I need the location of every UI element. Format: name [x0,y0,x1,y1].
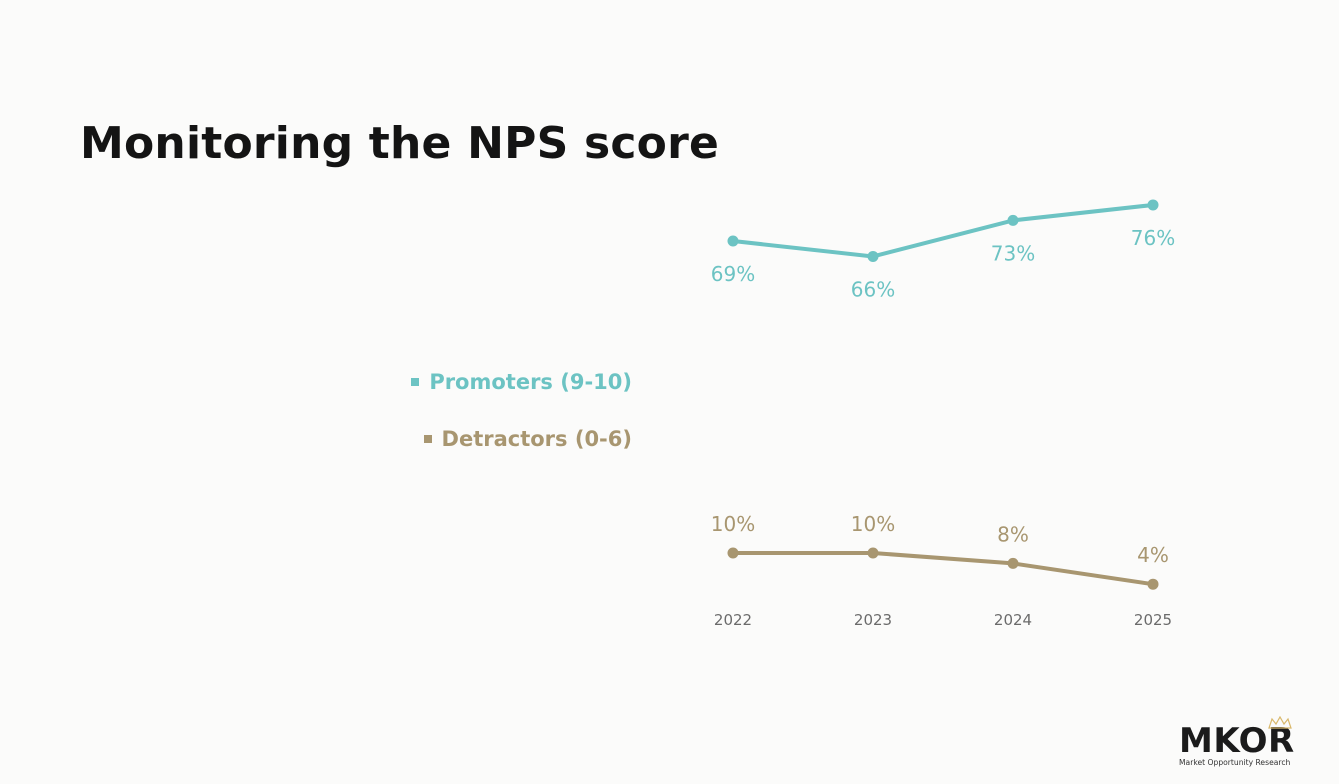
legend-label-promoters: Promoters (9-10) [429,370,632,394]
legend-item-detractors: Detractors (0-6) [423,427,632,451]
detractors-data-label-2023: 10% [851,512,895,536]
detractors-data-label-2022: 10% [711,512,755,536]
promoters-data-label-2023: 66% [851,277,895,301]
promoters-series-line [731,202,1155,259]
detractors-point-2024 [1007,557,1019,569]
logo-tagline: Market Opportunity Research [1179,758,1291,767]
x-tick-label-2025: 2025 [1134,611,1172,629]
legend-item-promoters: Promoters (9-10) [411,370,632,394]
detractors-point-2025 [1147,578,1159,590]
promoters-point-2022 [727,235,739,247]
promoters-point-2024 [1007,214,1019,226]
legend-swatch-detractors [423,435,432,443]
promoters-data-label-2022: 69% [711,262,755,286]
promoters-data-label-2024: 73% [991,241,1035,265]
mkor-logo: MKOR Market Opportunity Research [1175,716,1317,772]
detractors-point-2022 [727,547,739,559]
x-tick-label-2022: 2022 [714,611,752,629]
promoters-point-2023 [867,250,879,262]
detractors-data-label-2025: 4% [1137,543,1169,567]
promoters-data-label-2025: 76% [1131,226,1175,250]
detractors-data-label-2024: 8% [997,522,1029,546]
detractors-point-2023 [867,547,879,559]
page-title: Monitoring the NPS score [80,118,720,169]
detractors-series-line [731,551,1155,587]
promoters-point-2025 [1147,199,1159,211]
legend-label-detractors: Detractors (0-6) [441,427,632,451]
x-tick-label-2023: 2023 [854,611,892,629]
x-tick-label-2024: 2024 [994,611,1032,629]
crown-icon [1268,716,1292,729]
legend-swatch-promoters [411,378,420,386]
